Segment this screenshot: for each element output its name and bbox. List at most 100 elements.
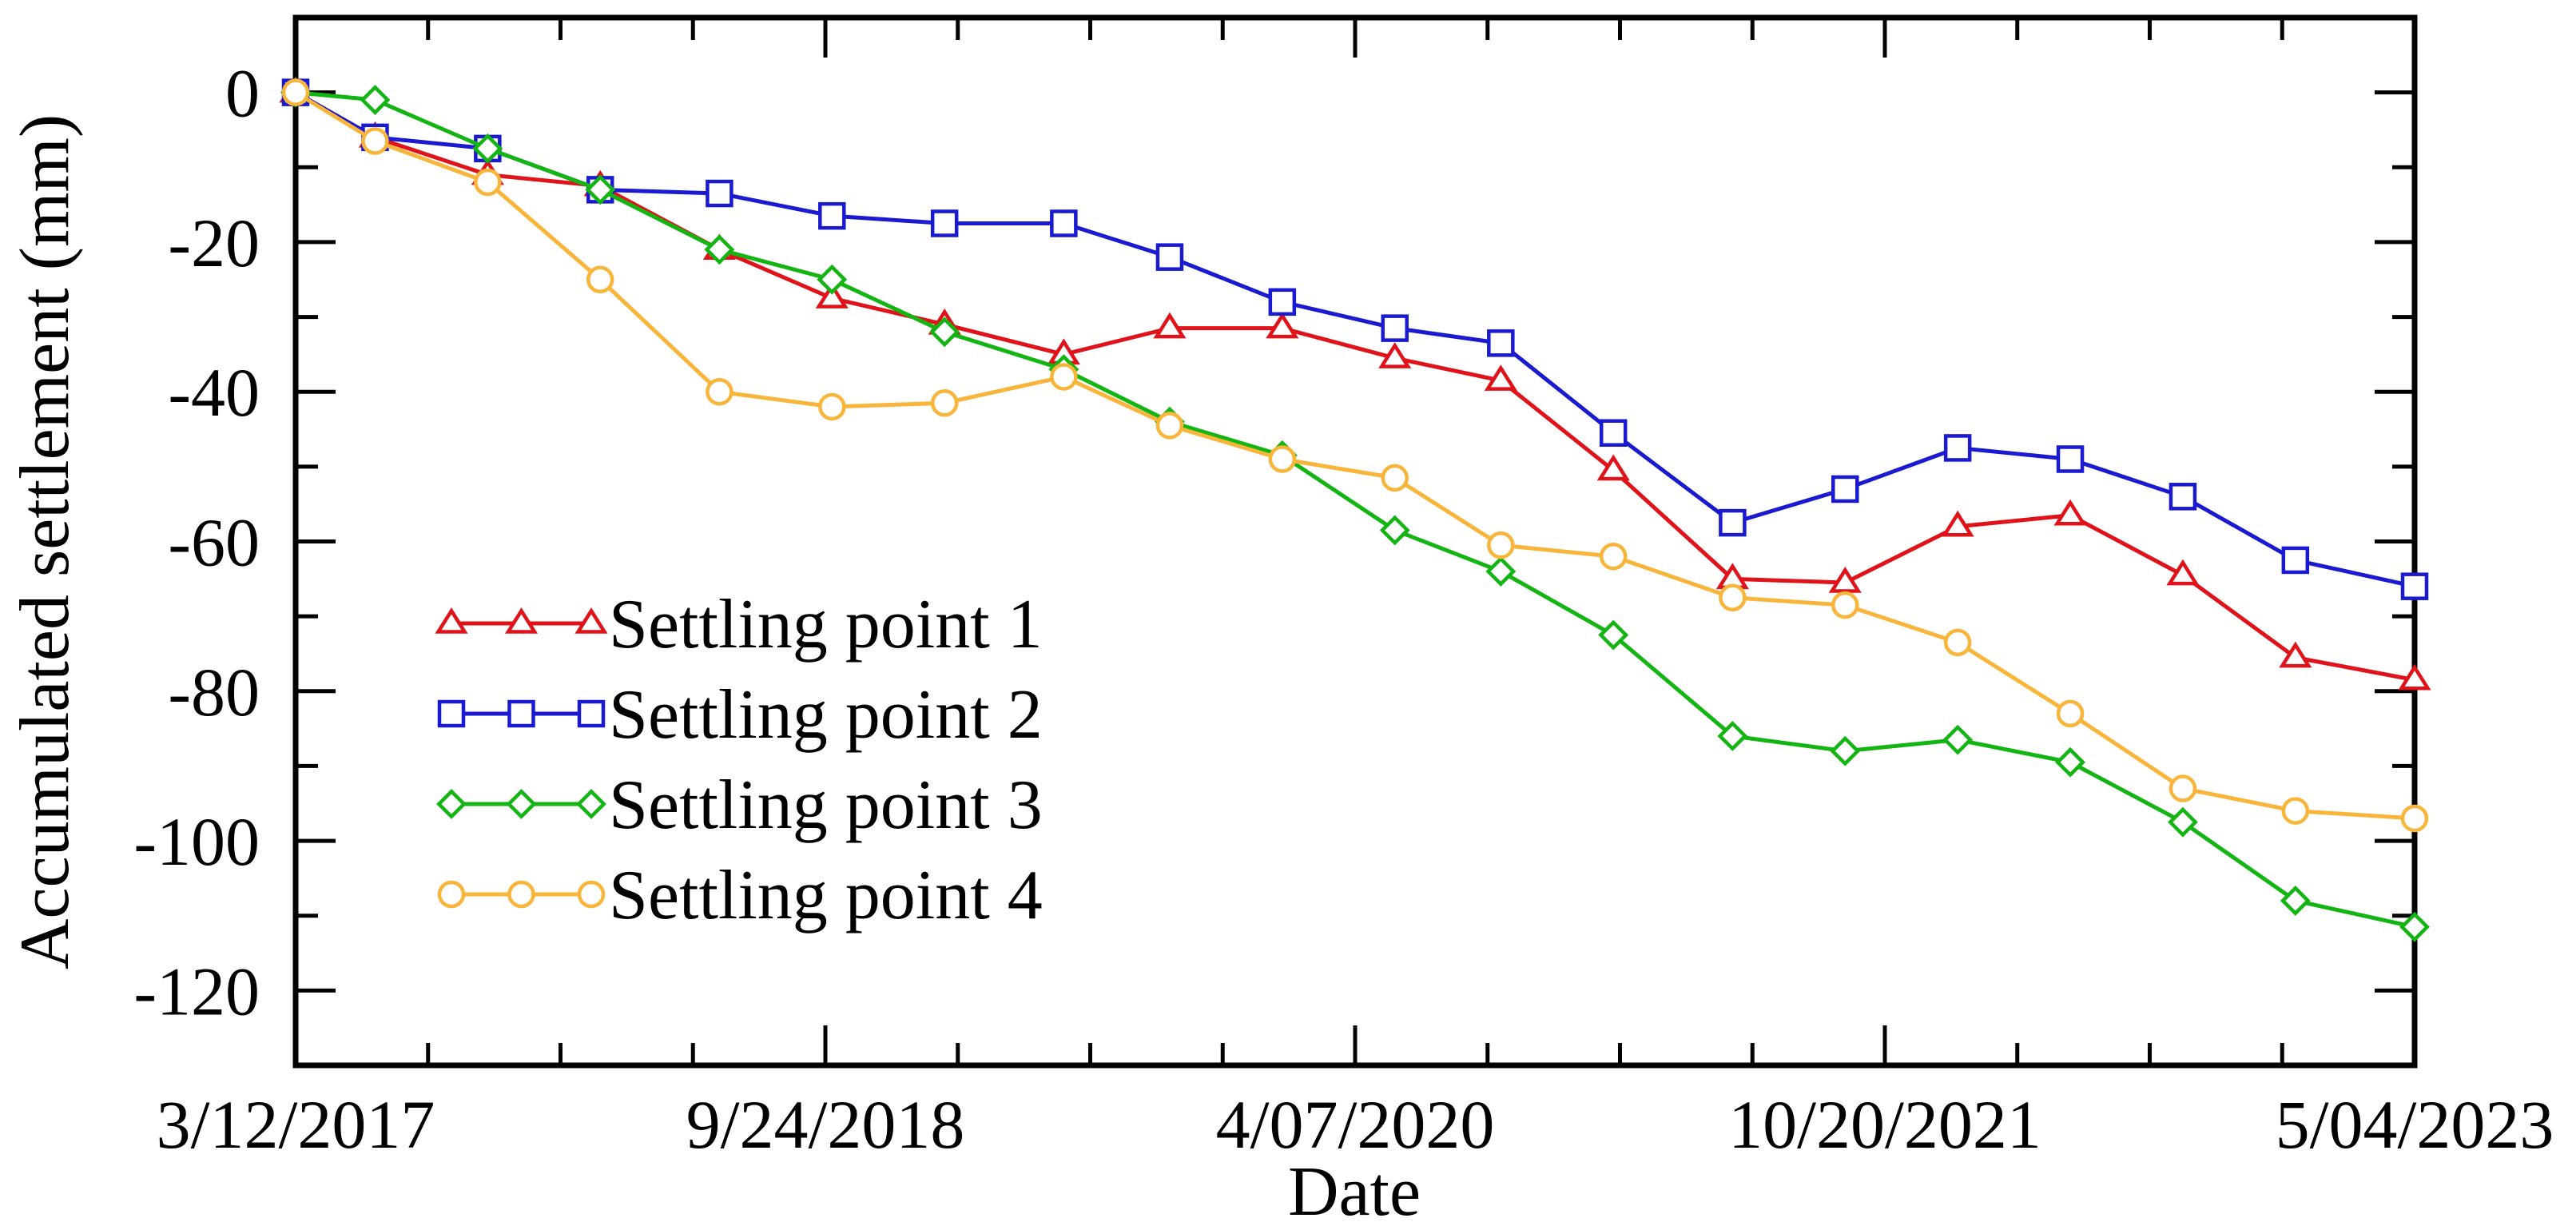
legend-label: Settling point 4 (609, 857, 1043, 934)
data-point (474, 168, 502, 197)
y-tick-label: -80 (168, 654, 260, 730)
x-tick-label: 4/07/2020 (1216, 1086, 1495, 1163)
data-point (1943, 434, 1972, 462)
series-4 (281, 78, 2429, 833)
x-tick-label: 9/24/2018 (686, 1086, 965, 1163)
legend-item-4: Settling point 4 (437, 857, 1043, 934)
data-point (2169, 774, 2197, 802)
data-point (1153, 312, 1187, 339)
data-point (1268, 445, 1297, 473)
data-point (1943, 628, 1972, 657)
y-tick-label: -60 (168, 504, 260, 581)
series-group (279, 76, 2431, 942)
data-point (1487, 329, 1515, 357)
data-point (2166, 559, 2200, 586)
data-point (1268, 288, 1297, 316)
data-point (930, 389, 959, 417)
data-point (1381, 464, 1409, 492)
data-point (815, 282, 849, 308)
data-point (1831, 591, 1859, 619)
legend-label: Settling point 2 (609, 676, 1043, 754)
data-point (585, 174, 616, 205)
data-point (818, 201, 846, 230)
data-point (2399, 911, 2430, 942)
data-point (472, 133, 503, 164)
data-point (586, 265, 614, 293)
y-axis-label: Accumulated settlement (mm) (6, 114, 84, 969)
data-point (1596, 454, 1630, 481)
data-point (2400, 572, 2429, 600)
data-point (1155, 412, 1184, 440)
data-point (360, 85, 391, 115)
legend-marker (506, 789, 537, 819)
data-point (1941, 510, 1974, 537)
data-point (2281, 546, 2310, 575)
data-point (1484, 364, 1517, 391)
data-point (1830, 735, 1861, 766)
data-point (929, 316, 960, 348)
x-tick-label: 10/20/2021 (1728, 1086, 2041, 1163)
data-point (1719, 508, 1747, 537)
series-line (294, 90, 2415, 821)
legend-label: Settling point 1 (609, 586, 1043, 663)
series-1 (279, 76, 2431, 691)
data-point (2056, 445, 2085, 473)
data-point (1598, 619, 1629, 651)
data-point (1828, 567, 1862, 593)
legend-marker (576, 789, 606, 819)
labels: Date Accumulated settlement (mm) (6, 114, 1421, 1230)
legend-item-2: Settling point 2 (437, 676, 1043, 754)
y-tick-label: -20 (168, 205, 260, 281)
series-line (294, 90, 2415, 683)
legend: Settling point 1 Settling point 2 Settling… (435, 586, 1043, 934)
data-point (706, 377, 733, 406)
data-point (2169, 483, 2197, 511)
x-tick-label: 5/04/2023 (2276, 1086, 2554, 1163)
data-point (361, 127, 389, 155)
axes: 0 -20 -40 -60 -80 -100 -120 3/12/2017 9/24/2018 4… (133, 14, 2554, 1163)
legend-marker (435, 607, 468, 634)
data-point (1719, 583, 1747, 611)
legend-marker (504, 607, 539, 634)
data-point (817, 264, 848, 295)
data-point (1378, 342, 1412, 368)
legend-marker (436, 789, 467, 819)
y-tick-label: -120 (133, 953, 260, 1029)
y-tick-label: -100 (133, 803, 260, 880)
data-point (2279, 641, 2312, 668)
series-line (294, 90, 2415, 589)
series-line (295, 90, 2415, 929)
data-point (281, 78, 310, 106)
data-point (2168, 806, 2198, 838)
legend-marker (507, 880, 535, 909)
data-point (706, 179, 733, 208)
data-point (1599, 542, 1628, 571)
data-point (1485, 556, 1517, 587)
x-axis-label: Date (1288, 1153, 1421, 1230)
legend-marker (577, 880, 606, 909)
data-point (2053, 499, 2087, 526)
data-point (2281, 797, 2310, 825)
data-point (1266, 312, 1299, 339)
legend-marker (577, 699, 606, 728)
y-tick-label: -40 (168, 354, 260, 431)
data-point (1487, 531, 1515, 559)
legend-item-1: Settling point 1 (435, 586, 1043, 663)
data-point (1050, 363, 1078, 391)
legend-marker (437, 880, 466, 909)
data-point (1831, 475, 1859, 504)
data-point (1379, 515, 1410, 546)
data-point (1381, 314, 1409, 342)
data-point (1599, 419, 1628, 447)
x-tick-label: 3/12/2017 (157, 1086, 435, 1163)
data-point (2056, 699, 2085, 728)
series-3 (280, 77, 2430, 942)
data-point (930, 209, 959, 237)
data-point (1050, 209, 1078, 237)
legend-marker (574, 607, 608, 634)
legend-item-3: Settling point 3 (436, 766, 1043, 844)
data-point (1942, 724, 1974, 755)
y-tick-label: 0 (225, 55, 260, 132)
data-point (818, 392, 846, 421)
